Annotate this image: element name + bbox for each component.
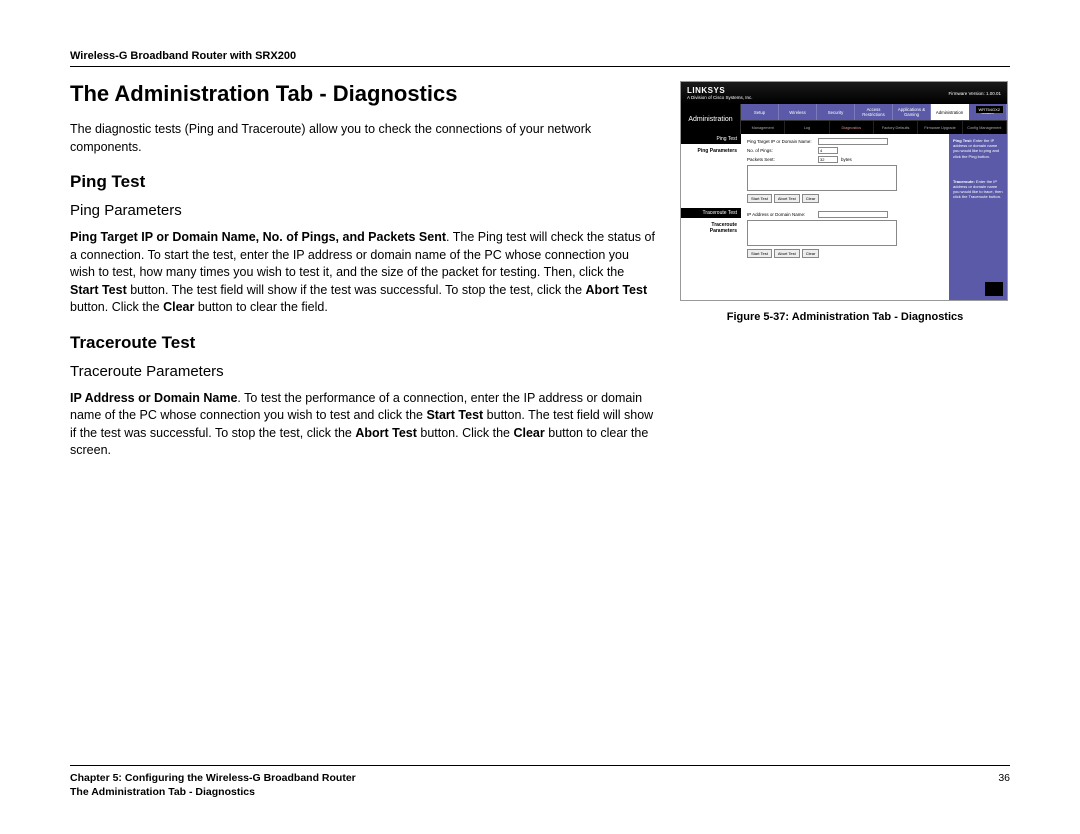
ping-body: Ping Target IP or Domain Name, No. of Pi… xyxy=(70,229,656,317)
model-badge: WRT54GX2 xyxy=(976,106,1004,113)
ping-bold3: Abort Test xyxy=(586,283,648,297)
label-ping-target: Ping Target IP or Domain Name: xyxy=(747,139,815,144)
trace-subheading: Traceroute Parameters xyxy=(70,363,656,380)
subtab-config[interactable]: Config Management xyxy=(963,121,1007,134)
tab-apps[interactable]: Applications & Gaming xyxy=(893,104,931,120)
ping-subheading: Ping Parameters xyxy=(70,202,656,219)
router-screenshot: LINKSYS A Division of Cisco Systems, Inc… xyxy=(680,81,1008,301)
subtab-log[interactable]: Log xyxy=(785,121,829,134)
subtab-management[interactable]: Management xyxy=(741,121,785,134)
trace-bold2: Start Test xyxy=(426,408,483,422)
subtab-firmware[interactable]: Firmware Upgrade xyxy=(918,121,962,134)
sidebar-trace-hdr: Traceroute Test xyxy=(681,208,741,218)
fig-form-area: Ping Target IP or Domain Name: No. of Pi… xyxy=(741,134,949,300)
brand-sub: A Division of Cisco Systems, Inc. xyxy=(687,95,753,100)
tab-wireless[interactable]: Wireless xyxy=(779,104,817,120)
input-packets-sent[interactable]: 32 xyxy=(818,156,838,163)
trace-bold4: Clear xyxy=(513,426,544,440)
tab-access[interactable]: Access Restrictions xyxy=(855,104,893,120)
tab-setup[interactable]: Setup xyxy=(741,104,779,120)
fig-tabbar: Administration Setup Wireless Security A… xyxy=(681,104,1007,134)
trace-start-button[interactable]: Start Test xyxy=(747,249,772,258)
page-title: The Administration Tab - Diagnostics xyxy=(70,81,656,107)
footer-sub: The Administration Tab - Diagnostics xyxy=(70,786,1010,798)
trace-heading: Traceroute Test xyxy=(70,333,656,353)
page-number: 36 xyxy=(998,772,1010,784)
text-column: The Administration Tab - Diagnostics The… xyxy=(70,81,656,476)
fig-topbar: LINKSYS A Division of Cisco Systems, Inc… xyxy=(681,82,1007,104)
trace-t1c: button. Click the xyxy=(417,426,514,440)
label-num-pings: No. of Pings: xyxy=(747,148,815,153)
tab-administration[interactable]: Administration xyxy=(931,104,969,120)
figure-column: LINKSYS A Division of Cisco Systems, Inc… xyxy=(680,81,1010,476)
ping-bold2: Start Test xyxy=(70,283,127,297)
ping-heading: Ping Test xyxy=(70,172,656,192)
trace-bold3: Abort Test xyxy=(355,426,417,440)
label-trace-target: IP Address or Domain Name: xyxy=(747,212,815,217)
trace-abort-button[interactable]: Abort Test xyxy=(774,249,800,258)
ping-t1c: button. Click the xyxy=(70,300,163,314)
sidebar-trace-lbl: Traceroute Parameters xyxy=(681,220,741,236)
brand-logo: LINKSYS xyxy=(687,86,725,95)
sidebar-ping-hdr: Ping Test xyxy=(681,134,741,144)
page-footer: Chapter 5: Configuring the Wireless-G Br… xyxy=(70,765,1010,798)
subtab-defaults[interactable]: Factory Defaults xyxy=(874,121,918,134)
cisco-logo-icon xyxy=(985,282,1003,296)
input-trace-target[interactable] xyxy=(818,211,888,218)
ping-t1b: button. The test field will show if the … xyxy=(127,283,586,297)
ping-result-box xyxy=(747,165,897,191)
ping-abort-button[interactable]: Abort Test xyxy=(774,194,800,203)
label-packets-sent: Packets Sent: xyxy=(747,157,815,162)
admin-label: Administration xyxy=(681,104,741,134)
subtab-diagnostics[interactable]: Diagnostics xyxy=(830,121,874,134)
sidebar-ping-lbl: Ping Parameters xyxy=(681,146,741,156)
trace-bold1: IP Address or Domain Name xyxy=(70,391,237,405)
ping-bold1: Ping Target IP or Domain Name, No. of Pi… xyxy=(70,230,446,244)
intro-text: The diagnostic tests (Ping and Tracerout… xyxy=(70,121,656,156)
header-rule xyxy=(70,66,1010,67)
label-bytes: bytes xyxy=(841,157,852,162)
doc-header: Wireless-G Broadband Router with SRX200 xyxy=(70,50,1010,62)
ping-bold4: Clear xyxy=(163,300,194,314)
firmware-version: Firmware Version: 1.00.01 xyxy=(948,91,1001,96)
ping-t1d: button to clear the field. xyxy=(194,300,327,314)
fig-sidebar: Ping Test Ping Parameters Traceroute Tes… xyxy=(681,134,741,300)
ping-clear-button[interactable]: Clear xyxy=(802,194,820,203)
trace-body: IP Address or Domain Name. To test the p… xyxy=(70,390,656,460)
ping-start-button[interactable]: Start Test xyxy=(747,194,772,203)
footer-chapter: Chapter 5: Configuring the Wireless-G Br… xyxy=(70,772,356,784)
figure-caption: Figure 5-37: Administration Tab - Diagno… xyxy=(680,311,1010,323)
tab-security[interactable]: Security xyxy=(817,104,855,120)
input-num-pings[interactable]: 4 xyxy=(818,147,838,154)
fig-help-panel: Ping Test: Enter the IP address or domai… xyxy=(949,134,1007,300)
input-ping-target[interactable] xyxy=(818,138,888,145)
trace-clear-button[interactable]: Clear xyxy=(802,249,820,258)
trace-result-box xyxy=(747,220,897,246)
